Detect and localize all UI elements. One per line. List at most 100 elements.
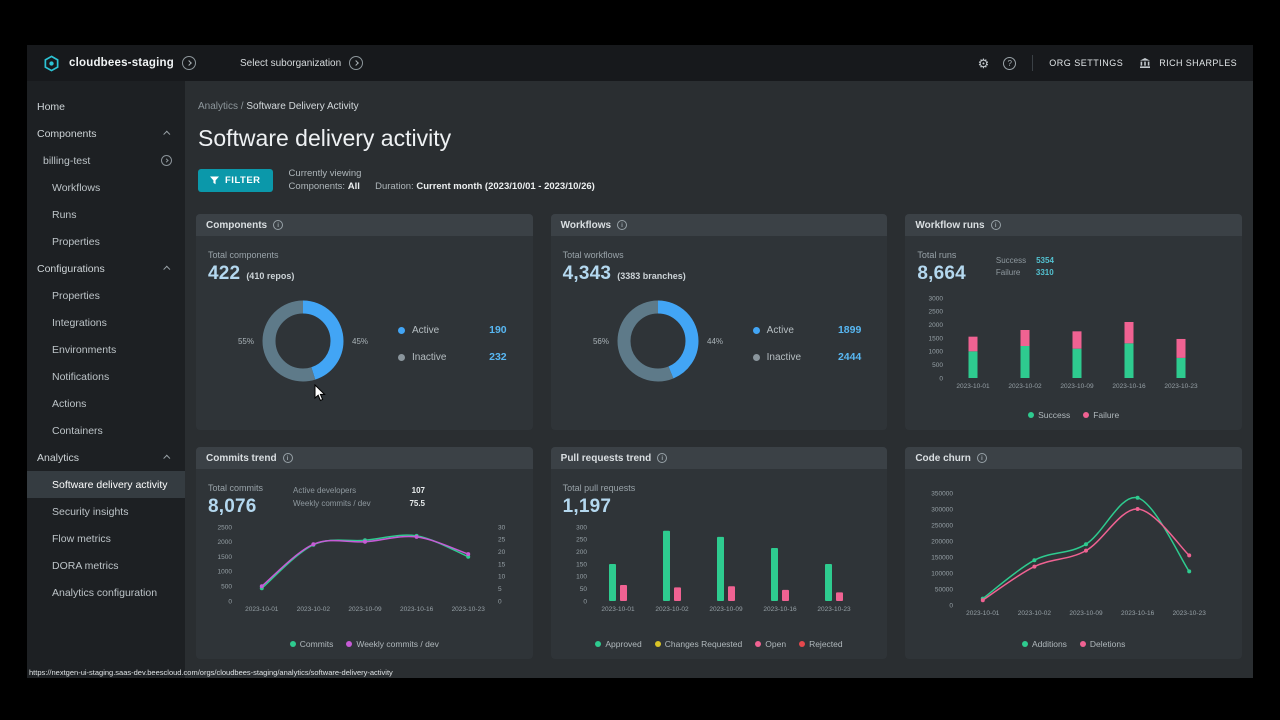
sidebar-item-runs[interactable]: Runs <box>27 201 185 228</box>
workflows-donut-chart[interactable]: 56% 44% <box>563 291 753 396</box>
info-icon[interactable]: i <box>282 453 293 463</box>
legend-item-approved[interactable]: Approved <box>595 639 642 649</box>
svg-text:2023-10-16: 2023-10-16 <box>400 606 434 613</box>
filter-button[interactable]: FILTER <box>198 168 273 192</box>
legend-dot <box>1083 412 1090 418</box>
sidebar-item-environments[interactable]: Environments <box>27 336 185 363</box>
sidebar-item-components[interactable]: Components <box>27 120 185 147</box>
breadcrumb-current: Software Delivery Activity <box>246 101 359 112</box>
components-legend: Active 190 Inactive 232 <box>398 324 521 363</box>
mini-stat-row: Weekly commits / dev 75.5 <box>293 499 425 508</box>
svg-text:350000: 350000 <box>932 490 954 497</box>
svg-text:3000: 3000 <box>929 295 944 302</box>
org-name[interactable]: cloudbees-staging <box>69 57 174 69</box>
legend-item-inactive[interactable]: Inactive 232 <box>398 351 507 363</box>
pull-requests-card-header: Pull requests trend i <box>550 447 888 469</box>
code-churn-chart[interactable]: 0 50000 100000 150000 200000 250000 300000 3500… <box>917 487 1230 628</box>
svg-text:2023-10-16: 2023-10-16 <box>763 606 797 613</box>
mini-stat-value: 107 <box>411 486 426 495</box>
info-icon[interactable]: i <box>990 220 1001 230</box>
legend-item-inactive[interactable]: Inactive 2444 <box>752 351 861 363</box>
info-icon[interactable]: i <box>976 453 987 463</box>
legend-item-rejected[interactable]: Rejected <box>799 639 843 649</box>
sidebar-item-analytics[interactable]: Analytics <box>27 444 185 471</box>
legend-item-active[interactable]: Active 190 <box>398 324 507 336</box>
legend-item-weekly-commits-dev[interactable]: Weekly commits / dev <box>346 639 439 649</box>
sidebar-item-billing-test[interactable]: billing-test <box>27 147 185 174</box>
help-icon[interactable]: ? <box>1003 56 1017 70</box>
sidebar-item-notifications[interactable]: Notifications <box>27 363 185 390</box>
pull-requests-chart[interactable]: 0 50 100 150 200 250 300 2023-10-01 2023-10-02 20… <box>563 523 876 624</box>
legend-label: Rejected <box>809 639 843 649</box>
sidebar-item-workflows[interactable]: Workflows <box>27 174 185 201</box>
sidebar-item-properties[interactable]: Properties <box>27 282 185 309</box>
legend-item-deletions[interactable]: Deletions <box>1079 639 1125 649</box>
sidebar-item-containers[interactable]: Containers <box>27 417 185 444</box>
legend-item-failure[interactable]: Failure <box>1083 410 1119 420</box>
mini-stat-row: Active developers 107 <box>293 486 425 495</box>
breadcrumb-parent[interactable]: Analytics <box>198 101 239 112</box>
org-switcher-icon[interactable] <box>182 56 196 70</box>
sidebar-item-actions[interactable]: Actions <box>27 390 185 417</box>
legend-label: Failure <box>1093 410 1120 420</box>
stat-note: (410 repos) <box>246 271 295 281</box>
svg-text:2023-10-02: 2023-10-02 <box>297 606 331 613</box>
sidebar-item-label: Configurations <box>37 262 105 275</box>
legend-item-success[interactable]: Success <box>1028 410 1070 420</box>
stat-value: 8,076 <box>208 496 257 517</box>
svg-text:150: 150 <box>576 561 587 568</box>
workflow-runs-chart[interactable]: 0 500 1000 1500 2000 2500 3000 2023-10-01 2023-1… <box>917 290 1230 403</box>
legend-item-additions[interactable]: Additions <box>1021 639 1067 649</box>
sidebar-item-properties[interactable]: Properties <box>27 228 185 255</box>
info-icon[interactable]: i <box>617 220 628 230</box>
sidebar-item-integrations[interactable]: Integrations <box>27 309 185 336</box>
info-icon[interactable]: i <box>657 453 668 463</box>
info-icon[interactable]: i <box>273 220 284 230</box>
runs-mini-legend: Success 5354 Failure 3310 <box>996 256 1054 277</box>
legend-dot <box>398 353 405 361</box>
legend-label: Inactive <box>766 351 802 363</box>
stat-top: Total commits 8,076 Active developers 10… <box>208 477 521 518</box>
suborg-switcher-icon[interactable] <box>349 56 364 70</box>
pull-requests-card-title: Pull requests trend <box>560 452 652 464</box>
topbar-right: ⚙ ? ORG SETTINGS RICH SHARPLES <box>962 55 1237 71</box>
currently-viewing: Currently viewing Components: All Durati… <box>289 167 595 193</box>
legend-item-changes-requested[interactable]: Changes Requested <box>654 639 742 649</box>
svg-text:2000: 2000 <box>218 539 233 546</box>
sidebar-item-analytics-configuration[interactable]: Analytics configuration <box>27 579 185 606</box>
org-settings-link[interactable]: ORG SETTINGS <box>1049 58 1124 68</box>
svg-text:56%: 56% <box>593 337 609 346</box>
svg-text:50: 50 <box>579 586 587 593</box>
viewing-caption: Currently viewing <box>288 168 362 179</box>
sidebar-item-configurations[interactable]: Configurations <box>27 255 185 282</box>
gear-icon[interactable]: ⚙ <box>977 55 990 71</box>
commits-trend-chart[interactable]: 0 500 1000 1500 2000 2500 0 5 10 15 20 25 30 2023-10-… <box>208 523 521 624</box>
sidebar: Home Components billing-test Workflows Runs P… <box>27 81 185 678</box>
mini-legend-value: 5354 <box>1036 256 1054 265</box>
sidebar-item-home[interactable]: Home <box>27 93 185 120</box>
building-icon[interactable] <box>1139 57 1151 69</box>
component-status-icon[interactable] <box>161 155 172 166</box>
filter-row: FILTER Currently viewing Components: All… <box>198 167 1253 193</box>
legend-item-active[interactable]: Active 1899 <box>752 324 861 336</box>
svg-text:2500: 2500 <box>218 524 233 531</box>
sidebar-item-software-delivery-activity[interactable]: Software delivery activity <box>27 471 185 498</box>
components-donut-chart[interactable]: 55% 45% <box>208 291 398 396</box>
topbar-left: cloudbees-staging Select suborganization <box>43 54 364 72</box>
topbar: cloudbees-staging Select suborganization… <box>27 45 1253 81</box>
user-menu[interactable]: RICH SHARPLES <box>1159 58 1237 68</box>
sidebar-item-security-insights[interactable]: Security insights <box>27 498 185 525</box>
svg-text:0: 0 <box>940 375 944 382</box>
suborg-selector[interactable]: Select suborganization <box>240 57 342 69</box>
legend-item-open[interactable]: Open <box>755 639 786 649</box>
stat-block: Total runs 8,664 <box>917 244 966 285</box>
sidebar-item-label: Containers <box>52 424 103 437</box>
breadcrumb: Analytics / Software Delivery Activity <box>185 81 1253 112</box>
funnel-icon <box>210 175 219 184</box>
sidebar-item-label: Notifications <box>52 370 110 383</box>
sidebar-item-flow-metrics[interactable]: Flow metrics <box>27 525 185 552</box>
svg-text:200: 200 <box>576 549 587 556</box>
sidebar-item-dora-metrics[interactable]: DORA metrics <box>27 552 185 579</box>
legend-item-commits[interactable]: Commits <box>289 639 333 649</box>
legend-dot <box>755 641 762 647</box>
